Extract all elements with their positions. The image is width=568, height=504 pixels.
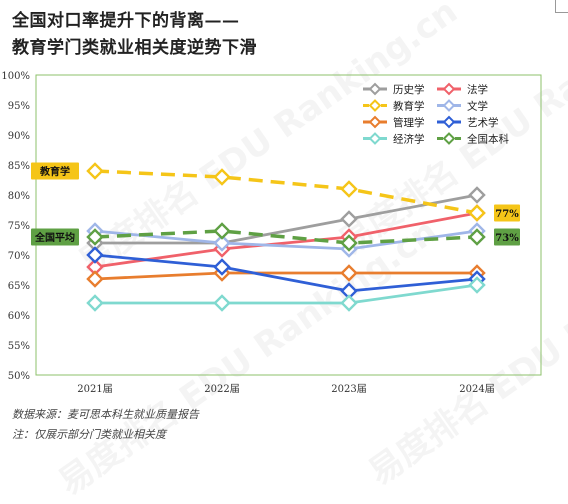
legend-label: 教育学 <box>393 100 425 113</box>
series-line <box>94 253 478 293</box>
y-tick-label: 90% <box>8 131 30 142</box>
y-tick-label: 95% <box>8 101 30 112</box>
legend-marker <box>442 82 456 96</box>
annotation-tag <box>494 204 520 222</box>
data-point-marker <box>86 258 104 276</box>
legend-label: 法学 <box>467 83 488 96</box>
legend-label: 经济学 <box>393 133 425 146</box>
data-point-marker <box>213 294 231 312</box>
legend-marker <box>368 115 382 129</box>
data-point-marker <box>86 294 104 312</box>
y-tick-label: 80% <box>8 191 30 202</box>
x-tick-label: 2023届 <box>331 383 366 395</box>
series-line <box>94 169 478 215</box>
x-tick-label: 2022届 <box>204 383 239 395</box>
annotation-tag <box>31 162 79 180</box>
series-line <box>95 193 478 245</box>
series-line <box>94 271 477 281</box>
y-tick-label: 50% <box>8 371 30 382</box>
corner-mark <box>555 0 568 13</box>
legend-label: 管理学 <box>393 116 425 129</box>
data-point-marker <box>340 294 358 312</box>
footnote-source: 数据来源：麦可思本科生就业质量报告 <box>12 408 199 421</box>
data-point-marker <box>340 264 358 282</box>
annotation-label: 73% <box>495 233 519 244</box>
annotation-tag <box>31 228 79 246</box>
data-point-marker <box>86 246 104 264</box>
y-tick-label: 65% <box>8 281 30 292</box>
y-tick-label: 55% <box>8 341 30 352</box>
data-point-marker <box>340 180 358 198</box>
footnote-note: 注：仅展示部分门类就业相关度 <box>12 428 166 441</box>
data-point-marker <box>213 168 231 186</box>
data-point-marker <box>86 270 104 288</box>
line-chart: 50% 55% 60% 65% 70% 75% 80% 85% 90% 95% 100% 2021届 2… <box>1 71 542 395</box>
plot-border <box>35 74 542 376</box>
legend-marker <box>368 132 382 145</box>
data-point-marker <box>86 162 104 180</box>
annotation-label: 教育学 <box>39 165 70 178</box>
data-point-marker <box>468 204 486 222</box>
data-point-marker <box>340 210 358 228</box>
chart-title-line-1: 全国对口率提升下的背离—— <box>12 11 240 31</box>
data-point-marker <box>468 186 486 204</box>
legend-marker <box>442 115 456 129</box>
y-tick-label: 75% <box>8 221 30 232</box>
legend-label: 历史学 <box>393 83 425 96</box>
series-line <box>94 211 478 269</box>
legend-marker <box>368 99 382 112</box>
data-point-marker <box>468 276 486 294</box>
chart-title-line-2: 教育学门类就业相关度逆势下滑 <box>12 38 257 58</box>
legend-marker <box>368 82 382 96</box>
series-line <box>95 283 478 305</box>
annotation-label: 全国平均 <box>34 231 75 244</box>
y-tick-label: 85% <box>8 161 30 172</box>
legend-label: 艺术学 <box>467 116 499 129</box>
y-tick-label: 70% <box>8 251 30 262</box>
annotation-label: 77% <box>495 209 519 220</box>
x-tick-label: 2024届 <box>459 383 494 395</box>
data-point-marker <box>340 234 358 252</box>
series-line <box>94 229 478 245</box>
legend-marker <box>442 99 456 112</box>
y-tick-label: 60% <box>8 311 30 322</box>
data-point-marker <box>468 228 486 246</box>
data-point-marker <box>213 222 231 240</box>
y-tick-label: 100% <box>1 71 30 82</box>
legend-marker <box>442 132 456 145</box>
data-point-marker <box>213 234 231 252</box>
data-point-marker <box>340 282 358 300</box>
legend-label: 文学 <box>467 100 488 113</box>
data-point-marker <box>213 258 231 276</box>
x-tick-label: 2021届 <box>77 383 112 395</box>
annotation-tag <box>494 228 520 246</box>
legend-label: 全国本科 <box>467 133 509 146</box>
data-point-marker <box>86 228 104 246</box>
